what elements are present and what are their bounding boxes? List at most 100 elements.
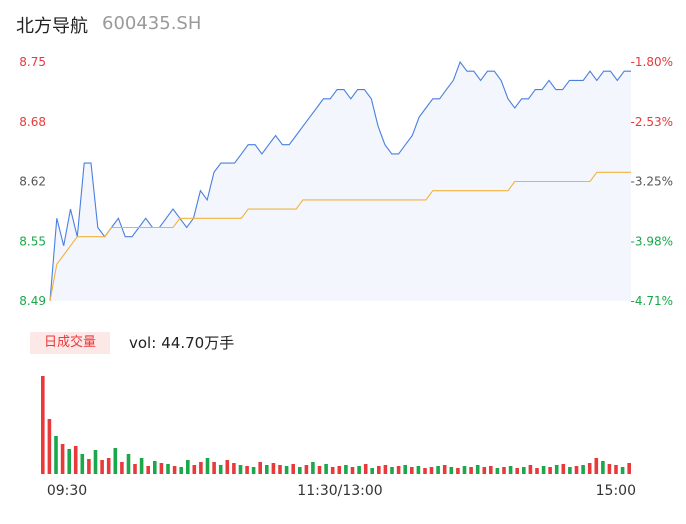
volume-bar (87, 459, 91, 474)
volume-bar (218, 465, 223, 474)
volume-prefix: vol: (129, 334, 157, 352)
price-chart-area (49, 60, 631, 302)
percent-tick-label: -3.98% (631, 234, 673, 248)
volume-bar (495, 468, 500, 474)
price-tick-label: 8.55 (19, 234, 46, 248)
time-tick-label: 11:30/13:00 (297, 483, 382, 499)
volume-bar (199, 462, 203, 474)
volume-bar (620, 467, 625, 474)
price-axis-labels: 8.75 8.68 8.62 8.55 8.49 (19, 55, 46, 308)
volume-bar (146, 466, 150, 474)
volume-bar (614, 465, 618, 474)
volume-bar (159, 463, 164, 474)
volume-bar (350, 467, 355, 474)
volume-bar (139, 458, 144, 474)
volume-bar (587, 463, 592, 474)
volume-bar (601, 461, 605, 474)
volume-bar (390, 467, 394, 474)
stock-name: 北方导航 (16, 16, 88, 37)
volume-bar (383, 465, 388, 474)
volume-bar (574, 466, 579, 474)
price-tick-label: 8.75 (19, 55, 46, 69)
time-tick-label: 09:30 (47, 483, 87, 499)
volume-bar (581, 465, 585, 474)
volume-bar (284, 466, 289, 474)
volume-bar (561, 464, 566, 474)
volume-bar (502, 467, 506, 474)
volume-bar (475, 465, 480, 474)
volume-bar (186, 460, 190, 474)
volume-bar (377, 466, 381, 474)
volume-readout: vol: 44.70万手 (129, 332, 234, 353)
volume-bar (311, 462, 315, 474)
volume-bar (291, 464, 295, 474)
volume-bar (93, 450, 98, 474)
percent-tick-label: -4.71% (631, 294, 673, 308)
volume-bar (232, 463, 236, 474)
volume-bar (106, 458, 111, 474)
price-tick-label: 8.68 (19, 115, 46, 129)
volume-bar (258, 462, 262, 474)
volume-bar (508, 466, 513, 474)
volume-bar (449, 467, 454, 474)
time-tick-label: 15:00 (596, 483, 636, 499)
volume-bar (41, 376, 45, 474)
volume-bar (429, 467, 434, 474)
volume-bar (113, 448, 118, 474)
volume-bar (456, 468, 460, 474)
volume-bar (80, 454, 85, 474)
volume-bar (73, 446, 78, 474)
volume-bar (179, 467, 183, 474)
volume-bar (166, 464, 170, 474)
volume-bar (489, 466, 493, 474)
volume-bar (396, 466, 401, 474)
volume-bar (554, 465, 559, 474)
volume-bar (205, 458, 210, 474)
volume-bar (423, 468, 427, 474)
volume-bar (363, 464, 368, 474)
stock-code: 600435.SH (102, 13, 202, 34)
volume-bar (357, 466, 361, 474)
price-fill (50, 62, 631, 301)
volume-bar (47, 419, 52, 474)
percent-axis-labels: -1.80% -2.53% -3.25% -3.98% -4.71% (631, 55, 673, 308)
volume-bar (607, 464, 612, 474)
volume-bar (522, 467, 526, 474)
volume-bar (324, 464, 328, 474)
volume-bar (271, 463, 276, 474)
percent-tick-label: -1.80% (631, 55, 673, 69)
volume-bar (54, 436, 58, 474)
volume-bar (265, 465, 269, 474)
volume-bar (120, 462, 124, 474)
volume-bar (442, 465, 447, 474)
volume-bar (212, 462, 216, 474)
volume-bar (225, 460, 230, 474)
volume-bar (133, 464, 137, 474)
volume-bar (568, 467, 572, 474)
volume-bar (245, 466, 249, 474)
percent-tick-label: -2.53% (631, 115, 673, 129)
volume-bar (60, 444, 65, 474)
volume-bar (172, 466, 177, 474)
volume-bar (67, 449, 71, 474)
volume-bar (462, 466, 467, 474)
volume-bar (436, 466, 440, 474)
volume-bar (330, 467, 335, 474)
volume-bar (304, 465, 309, 474)
volume-bar (410, 467, 414, 474)
percent-tick-label: -3.25% (631, 175, 673, 189)
price-tick-label: 8.49 (19, 294, 46, 308)
time-axis-labels: 09:30 11:30/13:00 15:00 (47, 483, 636, 499)
volume-bar (594, 458, 599, 474)
volume-chart-area (41, 376, 631, 474)
daily-volume-badge: 日成交量 (30, 332, 110, 354)
volume-bar (403, 465, 407, 474)
volume-value: 44.70万手 (161, 334, 235, 352)
volume-bar (126, 454, 131, 474)
volume-bar (344, 465, 348, 474)
volume-bar (528, 465, 533, 474)
volume-bar (469, 467, 473, 474)
volume-bar (100, 460, 104, 474)
price-line (49, 60, 631, 302)
